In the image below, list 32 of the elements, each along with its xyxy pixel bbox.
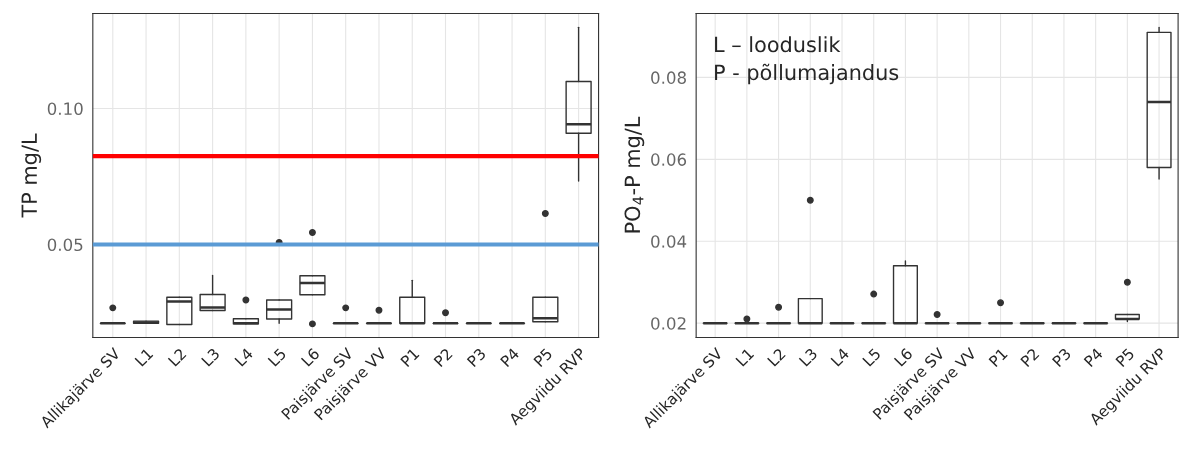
y-axis-title: TP mg/L [21,133,42,218]
y-tick-label: 0.04 [651,235,687,248]
x-tick-label: P4 [500,347,520,368]
x-tick-label: P2 [1020,347,1040,368]
x-tick-label: P1 [988,347,1008,368]
y-tick-label: 0.08 [651,71,686,84]
x-tick-label: P3 [1051,347,1072,368]
annotation: P - põllumajandus [715,63,899,85]
x-tick-label: L3 [200,347,221,367]
x-tick-label: L6 [300,347,321,367]
x-tick-label: P5 [1115,347,1135,368]
x-tick-label: L5 [862,347,882,367]
x-tick-label: P1 [400,347,420,368]
x-tick-label: L4 [830,347,850,367]
x-tick-label: L1 [735,347,755,367]
annotation: L – looduslik [715,36,841,53]
x-tick-label: P2 [433,347,453,368]
x-tick-label: L2 [167,347,187,367]
y-tick-label: 0.05 [47,238,83,252]
x-tick-label: L3 [798,347,818,367]
x-tick-label: P3 [466,347,487,368]
y-tick-label: 0.10 [47,102,83,116]
y-tick-label: 0.06 [651,153,687,166]
x-tick-label: L2 [766,347,786,367]
x-tick-label: L4 [234,347,254,367]
x-tick-label: P4 [1083,347,1104,368]
x-tick-label: L1 [134,347,154,367]
x-tick-label: P5 [533,347,553,368]
x-tick-label: L5 [267,347,287,367]
x-tick-label: L6 [893,347,914,367]
y-axis-title: PO$_{4}$-P mg/L [624,116,645,233]
y-tick-label: 0.02 [651,317,686,330]
